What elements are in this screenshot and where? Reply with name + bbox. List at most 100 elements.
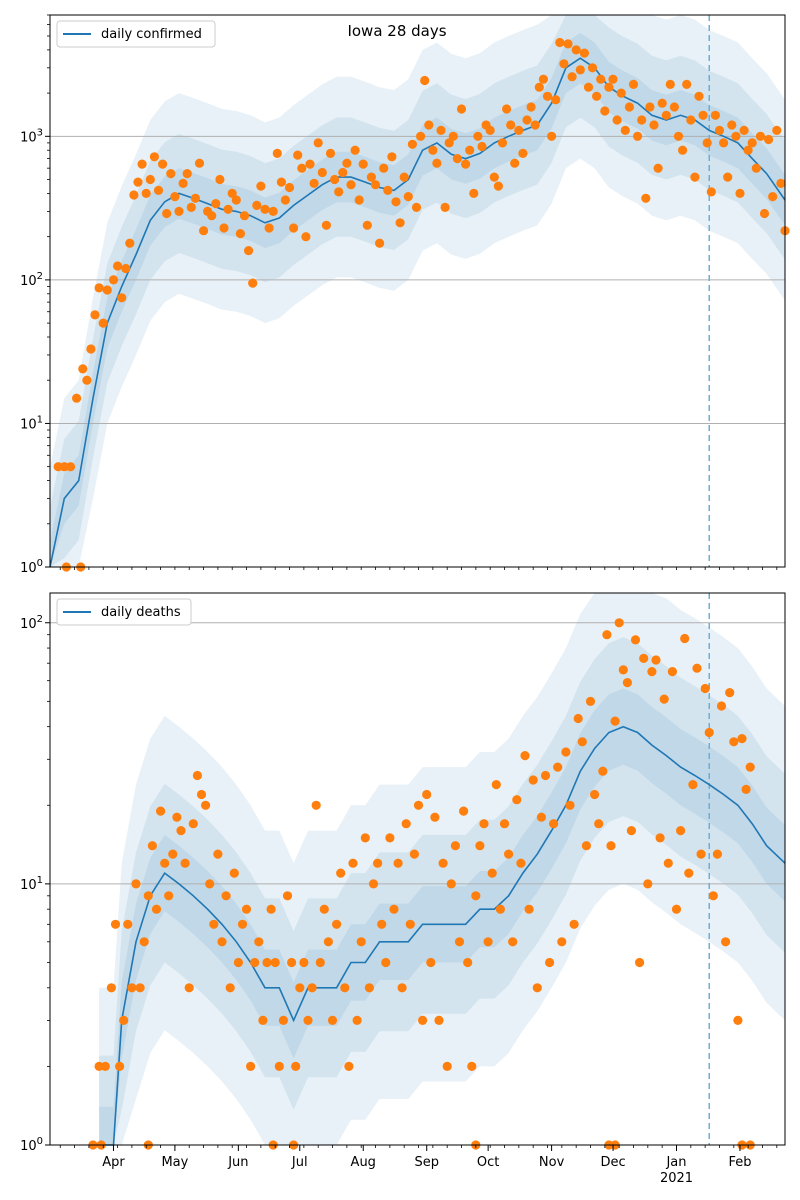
data-point bbox=[612, 115, 622, 125]
data-point bbox=[272, 148, 282, 158]
data-point bbox=[643, 879, 653, 889]
data-point bbox=[561, 747, 571, 757]
data-point bbox=[258, 1015, 268, 1025]
data-point bbox=[678, 145, 688, 155]
data-point bbox=[229, 868, 239, 878]
data-point bbox=[553, 762, 563, 772]
data-point bbox=[215, 174, 225, 185]
x-tick-label: Nov bbox=[539, 1155, 565, 1170]
data-point bbox=[495, 904, 505, 914]
x-tick-label: May bbox=[161, 1155, 188, 1170]
data-point bbox=[213, 849, 223, 859]
data-point bbox=[237, 919, 248, 929]
data-point bbox=[653, 163, 663, 173]
data-point bbox=[123, 919, 133, 929]
data-point bbox=[461, 159, 471, 169]
data-point bbox=[434, 1015, 444, 1025]
data-point bbox=[164, 891, 174, 901]
data-point bbox=[626, 826, 637, 836]
data-point bbox=[368, 879, 379, 889]
data-point bbox=[585, 696, 596, 707]
data-point bbox=[227, 188, 237, 198]
data-point bbox=[604, 82, 614, 92]
x-tick-label: Jul bbox=[291, 1155, 308, 1170]
data-point bbox=[727, 120, 737, 130]
data-point bbox=[741, 784, 751, 795]
data-point bbox=[467, 1061, 477, 1071]
data-point bbox=[426, 957, 436, 968]
data-point bbox=[628, 79, 639, 89]
data-point bbox=[147, 841, 157, 851]
data-point bbox=[383, 185, 393, 195]
data-point bbox=[622, 678, 633, 688]
confidence-band-2 bbox=[99, 688, 786, 1145]
data-point bbox=[166, 169, 176, 179]
data-point bbox=[581, 841, 592, 851]
data-point bbox=[336, 868, 346, 878]
data-point bbox=[356, 937, 366, 947]
data-point bbox=[547, 131, 557, 141]
data-point bbox=[667, 667, 678, 677]
data-point bbox=[307, 983, 317, 993]
data-point bbox=[440, 202, 450, 212]
data-point bbox=[704, 727, 714, 738]
data-point bbox=[143, 891, 153, 901]
data-point bbox=[669, 102, 680, 112]
data-point bbox=[342, 158, 352, 168]
data-point bbox=[235, 229, 245, 239]
data-point bbox=[565, 800, 575, 810]
data-point bbox=[721, 937, 731, 947]
data-point bbox=[614, 618, 624, 628]
data-point bbox=[141, 188, 151, 198]
data-point bbox=[438, 858, 448, 868]
data-point bbox=[542, 91, 553, 101]
data-point bbox=[375, 238, 385, 248]
data-point bbox=[456, 104, 467, 114]
data-point bbox=[156, 806, 166, 816]
confidence-band-1 bbox=[99, 637, 786, 1145]
data-point bbox=[262, 957, 272, 968]
series-points bbox=[53, 37, 790, 572]
data-point bbox=[162, 208, 172, 219]
x-tick-label: Aug bbox=[351, 1155, 376, 1170]
data-point bbox=[405, 919, 415, 929]
data-point bbox=[211, 199, 221, 209]
legend-box bbox=[56, 20, 216, 48]
data-point bbox=[135, 983, 145, 993]
data-point bbox=[366, 172, 376, 182]
data-point bbox=[82, 375, 92, 385]
data-point bbox=[160, 858, 170, 868]
data-point bbox=[397, 983, 407, 993]
data-point bbox=[459, 806, 469, 816]
data-point bbox=[624, 102, 635, 112]
data-point bbox=[530, 120, 540, 130]
data-point bbox=[641, 193, 651, 203]
y-tick-label: 100 bbox=[20, 558, 43, 576]
data-point bbox=[690, 172, 700, 182]
data-point bbox=[688, 780, 698, 790]
data-point bbox=[293, 150, 303, 160]
data-point bbox=[463, 957, 473, 968]
data-point bbox=[194, 158, 205, 168]
data-point bbox=[743, 145, 753, 155]
data-point bbox=[180, 858, 190, 868]
data-point bbox=[518, 148, 528, 158]
data-point bbox=[115, 1061, 125, 1071]
data-point bbox=[411, 202, 422, 212]
data-point bbox=[432, 158, 442, 168]
data-point bbox=[346, 180, 356, 190]
data-point bbox=[569, 919, 579, 929]
data-point bbox=[330, 174, 340, 185]
data-point bbox=[635, 957, 645, 968]
data-point bbox=[381, 957, 391, 968]
data-point bbox=[113, 261, 123, 271]
data-point bbox=[117, 293, 127, 303]
data-point bbox=[225, 983, 235, 993]
data-point bbox=[598, 766, 608, 776]
data-point bbox=[217, 937, 227, 947]
confidence-band-1 bbox=[50, 15, 785, 567]
data-point bbox=[125, 238, 135, 248]
data-point bbox=[759, 208, 770, 219]
data-point bbox=[708, 891, 718, 901]
